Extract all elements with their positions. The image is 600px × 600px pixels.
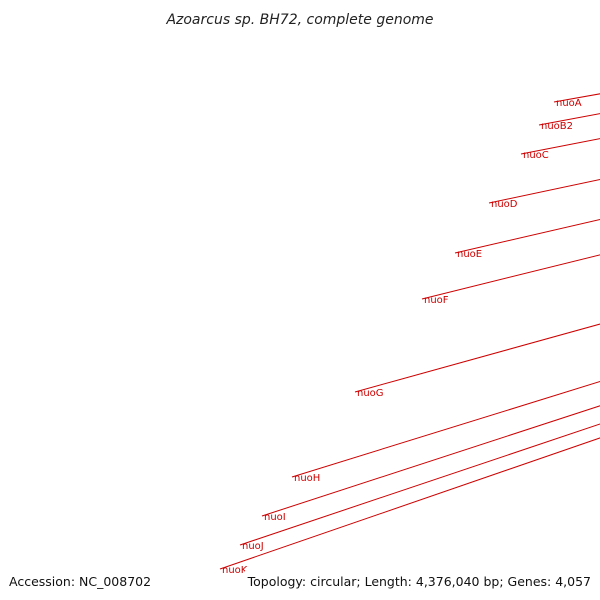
gene-callout-line: [421, 254, 600, 300]
genome-title: Azoarcus sp. BH72, complete genome: [165, 12, 433, 28]
gene-callout-line: [291, 380, 600, 478]
gene-label-nuoj: nuoJ: [242, 541, 264, 552]
gene-label-nuob2: nuoB2: [541, 121, 573, 132]
gene-label-nuod: nuoD: [491, 199, 518, 210]
gene-label-nuog: nuoG: [357, 388, 384, 399]
gene-label-nuoi: nuoI: [264, 512, 286, 523]
gene-labels: nuoA nuoB2 nuoC nuoD nuoE nuoF nuoG nuoH nuoI nuo…: [219, 93, 600, 576]
gene-callout-line: [261, 405, 600, 517]
gene-callout-line: [488, 178, 600, 204]
gene-callout-line: [454, 219, 600, 254]
genome-summary: Topology: circular; Length: 4,376,040 bp…: [244, 571, 594, 593]
gene-label-nuoc: nuoC: [523, 150, 549, 161]
gene-callout-line: [354, 323, 600, 393]
gene-callout-line: [553, 93, 600, 103]
gene-label-nuoa: nuoA: [556, 98, 582, 109]
gene-label-nuoh: nuoH: [294, 473, 320, 484]
gene-callout-line: [219, 437, 600, 570]
gene-callout-line: [239, 423, 600, 546]
gene-label-nuoe: nuoE: [457, 249, 482, 260]
gene-label-nuof: nuoF: [424, 295, 449, 306]
gene-label-nuok: nuoK: [222, 565, 248, 576]
accession-label: Accession: NC_008702: [6, 571, 155, 593]
